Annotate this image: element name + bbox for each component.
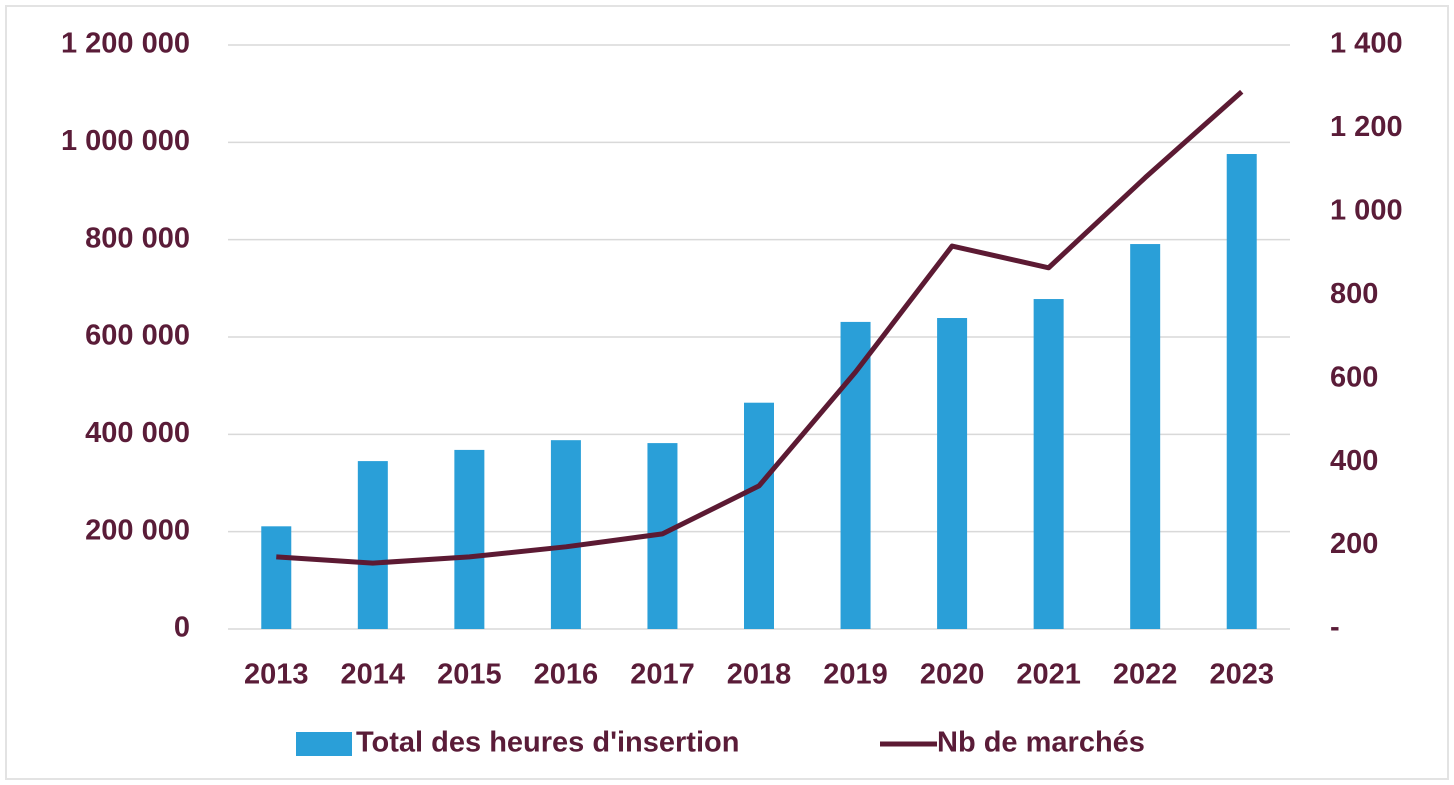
y2-tick-label: -	[1330, 612, 1340, 644]
y-tick-label: 1 200 000	[61, 28, 190, 60]
y2-tick-label: 1 400	[1330, 28, 1403, 60]
y2-tick-label: 1 200	[1330, 111, 1403, 143]
y-tick-label: 800 000	[85, 222, 190, 254]
bar	[261, 526, 292, 629]
x-tick-label: 2013	[244, 659, 309, 691]
x-tick-label: 2020	[920, 659, 985, 691]
x-tick-label: 2017	[630, 659, 695, 691]
bar	[454, 449, 485, 629]
bar	[1130, 244, 1161, 629]
y-tick-label: 1 000 000	[61, 125, 190, 157]
x-tick-label: 2021	[1016, 659, 1081, 691]
bar	[937, 318, 968, 629]
y-tick-label: 400 000	[85, 417, 190, 449]
legend-swatch	[296, 732, 352, 756]
x-tick-label: 2023	[1209, 659, 1274, 691]
legend-label: Total des heures d'insertion	[356, 727, 739, 759]
x-tick-label: 2016	[534, 659, 599, 691]
y2-tick-label: 600	[1330, 361, 1378, 393]
bar	[744, 402, 774, 629]
legend-label: Nb de marchés	[937, 727, 1145, 759]
y-tick-label: 200 000	[85, 514, 190, 546]
x-tick-label: 2022	[1113, 659, 1178, 691]
bar	[1226, 154, 1257, 629]
x-tick-label: 2015	[437, 659, 502, 691]
x-tick-label: 2014	[341, 659, 406, 691]
y2-tick-label: 800	[1330, 278, 1378, 310]
bar	[550, 440, 581, 629]
bar	[357, 461, 388, 629]
bar	[1033, 299, 1064, 629]
chart-frame	[5, 5, 1449, 780]
y2-tick-label: 1 000	[1330, 195, 1403, 227]
y-tick-label: 0	[174, 612, 190, 644]
x-tick-label: 2019	[823, 659, 888, 691]
line	[276, 89, 1244, 566]
y2-tick-label: 400	[1330, 445, 1378, 477]
y2-tick-label: 200	[1330, 528, 1378, 560]
y-tick-label: 600 000	[85, 320, 190, 352]
x-tick-label: 2018	[727, 659, 792, 691]
